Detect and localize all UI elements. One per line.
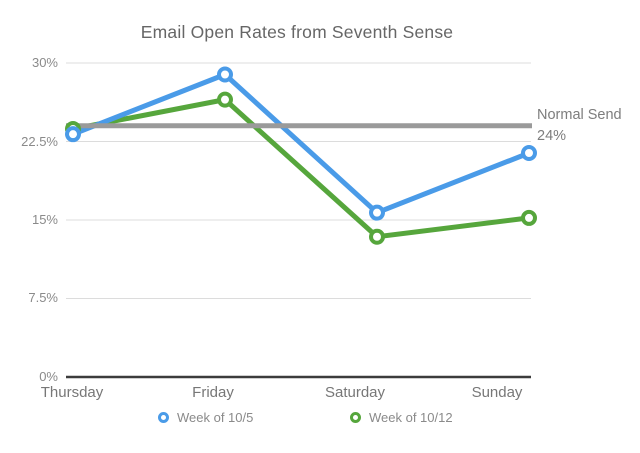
- x-axis-tick-label: Saturday: [324, 384, 386, 401]
- y-axis-tick-label: 7.5%: [28, 290, 58, 305]
- legend-item-week-of-10-5: Week of 10/5: [158, 409, 253, 425]
- series-line: [70, 72, 532, 216]
- x-axis-tick-label: Thursday: [40, 384, 104, 401]
- data-point-marker: [217, 91, 233, 108]
- y-axis-tick-label: 30%: [31, 55, 58, 70]
- series-line: [70, 97, 532, 240]
- reference-line-name: Normal Send: [537, 107, 622, 123]
- x-axis-tick-label: Sunday: [471, 384, 523, 401]
- y-axis-tick-label: 15%: [31, 212, 58, 227]
- y-axis-tick-label: 22.5%: [21, 134, 58, 149]
- data-point-marker: [65, 126, 81, 143]
- legend-marker-icon: [350, 411, 361, 423]
- data-point-marker: [521, 145, 537, 162]
- legend: Week of 10/5 Week of 10/12: [0, 409, 640, 429]
- x-axis-tick-label: Friday: [192, 384, 234, 401]
- data-point-marker: [521, 209, 537, 226]
- reference-line-label: Normal Send 24%: [537, 105, 622, 147]
- chart-title: Email Open Rates from Seventh Sense: [140, 22, 454, 42]
- legend-label: Week of 10/12: [369, 409, 453, 425]
- legend-marker-icon: [158, 411, 169, 423]
- y-axis-tick-label: 0%: [39, 369, 58, 384]
- legend-item-week-of-10-12: Week of 10/12: [350, 409, 453, 425]
- legend-label: Week of 10/5: [177, 409, 254, 425]
- data-point-marker: [369, 228, 385, 245]
- data-point-marker: [217, 66, 233, 83]
- reference-line-value: 24%: [537, 128, 567, 144]
- data-point-marker: [369, 204, 385, 221]
